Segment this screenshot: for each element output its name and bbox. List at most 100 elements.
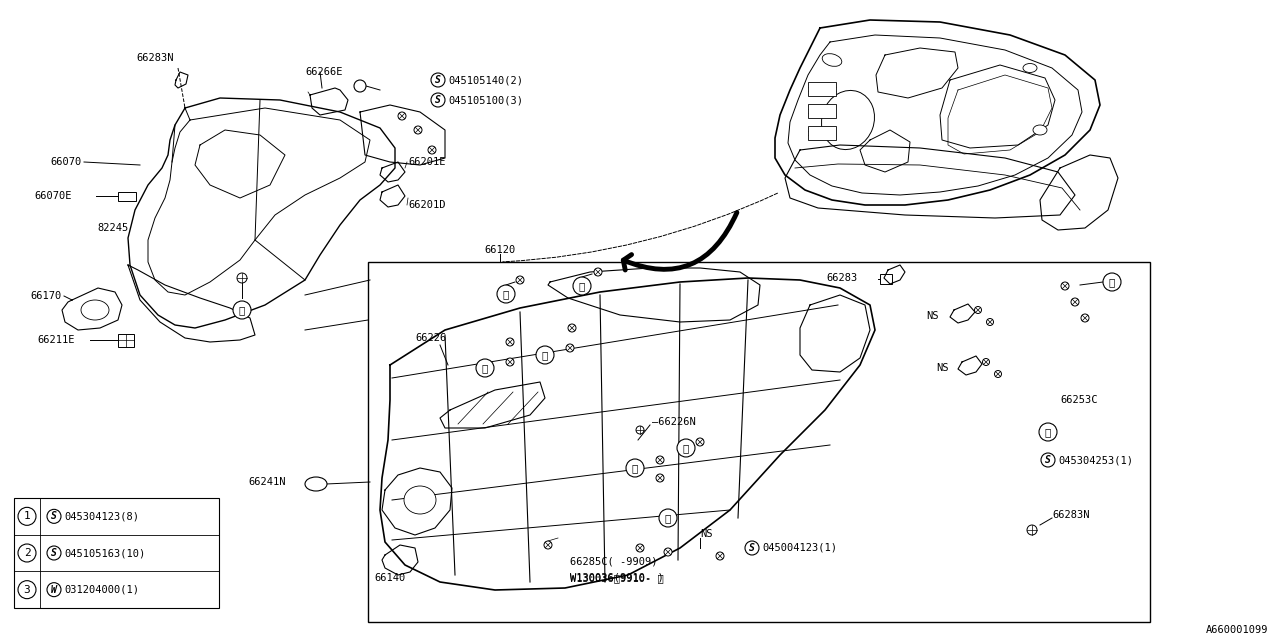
Text: NS: NS xyxy=(925,311,938,321)
Circle shape xyxy=(1071,298,1079,306)
Ellipse shape xyxy=(81,300,109,320)
Ellipse shape xyxy=(305,477,326,491)
Text: NS: NS xyxy=(700,529,713,539)
Circle shape xyxy=(1027,525,1037,535)
Text: ③: ③ xyxy=(1044,427,1051,437)
Circle shape xyxy=(476,359,494,377)
Circle shape xyxy=(636,544,644,552)
Circle shape xyxy=(497,285,515,303)
Text: 66140: 66140 xyxy=(374,573,406,583)
Text: 045004123(1): 045004123(1) xyxy=(762,543,837,553)
Text: —66226N: —66226N xyxy=(652,417,696,427)
Text: ①: ① xyxy=(664,513,671,523)
Circle shape xyxy=(664,548,672,556)
Ellipse shape xyxy=(1023,63,1037,72)
Text: ②: ② xyxy=(1108,277,1115,287)
Circle shape xyxy=(626,459,644,477)
Circle shape xyxy=(506,358,515,366)
Circle shape xyxy=(636,426,644,434)
Text: S: S xyxy=(435,75,440,85)
Text: 66170: 66170 xyxy=(31,291,61,301)
Text: 66201D: 66201D xyxy=(408,200,445,210)
Circle shape xyxy=(1082,314,1089,322)
Text: 66253C: 66253C xyxy=(1060,395,1097,405)
Bar xyxy=(808,82,836,96)
Circle shape xyxy=(1041,453,1055,467)
Ellipse shape xyxy=(1033,125,1047,135)
Text: ②: ② xyxy=(579,281,585,291)
Text: 045105100(3): 045105100(3) xyxy=(448,95,524,105)
Circle shape xyxy=(355,80,366,92)
Text: S: S xyxy=(749,543,755,553)
Text: 045105140(2): 045105140(2) xyxy=(448,75,524,85)
Circle shape xyxy=(431,93,445,107)
Text: 66283: 66283 xyxy=(826,273,858,283)
Bar xyxy=(369,262,1149,622)
Circle shape xyxy=(536,346,554,364)
Circle shape xyxy=(696,438,704,446)
Circle shape xyxy=(716,552,724,560)
Circle shape xyxy=(544,541,552,549)
Circle shape xyxy=(413,126,422,134)
Text: W130036（9910- ）: W130036（9910- ） xyxy=(570,573,664,583)
Text: 045304253(1): 045304253(1) xyxy=(1059,455,1133,465)
Text: 66283N: 66283N xyxy=(1052,510,1089,520)
Bar xyxy=(808,104,836,118)
Circle shape xyxy=(47,582,61,596)
Text: NS: NS xyxy=(936,363,948,373)
Text: ①: ① xyxy=(632,463,639,473)
Circle shape xyxy=(745,541,759,555)
Circle shape xyxy=(431,73,445,87)
Text: 045304123(8): 045304123(8) xyxy=(64,511,140,522)
Circle shape xyxy=(995,371,1001,378)
Text: 66266E: 66266E xyxy=(305,67,343,77)
Text: A660001099: A660001099 xyxy=(1206,625,1268,635)
Circle shape xyxy=(1103,273,1121,291)
Circle shape xyxy=(657,474,664,482)
Circle shape xyxy=(516,276,524,284)
Text: 1: 1 xyxy=(23,511,31,522)
Circle shape xyxy=(18,580,36,598)
Text: ①: ① xyxy=(481,363,488,373)
Bar xyxy=(808,126,836,140)
Text: 66070: 66070 xyxy=(51,157,82,167)
Circle shape xyxy=(18,544,36,562)
Text: 66283N: 66283N xyxy=(136,53,174,63)
Text: 66226: 66226 xyxy=(415,333,447,343)
Ellipse shape xyxy=(822,54,842,67)
Bar xyxy=(14,498,219,608)
Text: ②: ② xyxy=(682,443,689,453)
Text: ②: ② xyxy=(503,289,509,299)
Circle shape xyxy=(18,508,36,525)
Text: 3: 3 xyxy=(23,585,31,595)
Text: 031204000(1): 031204000(1) xyxy=(64,585,140,595)
Ellipse shape xyxy=(404,486,436,514)
Circle shape xyxy=(237,273,247,283)
Bar xyxy=(118,334,134,347)
Text: 66241N: 66241N xyxy=(248,477,285,487)
Text: 045105163(10): 045105163(10) xyxy=(64,548,145,558)
Circle shape xyxy=(657,456,664,464)
Circle shape xyxy=(566,344,573,352)
Circle shape xyxy=(677,439,695,457)
Text: 66285C( -9909): 66285C( -9909) xyxy=(570,557,658,567)
Text: W: W xyxy=(51,585,56,595)
Bar xyxy=(118,192,136,201)
Text: S: S xyxy=(435,95,440,105)
Circle shape xyxy=(594,268,602,276)
Text: 82245: 82245 xyxy=(97,223,128,233)
Circle shape xyxy=(1039,423,1057,441)
Text: 66211E: 66211E xyxy=(37,335,76,345)
Circle shape xyxy=(398,112,406,120)
FancyArrowPatch shape xyxy=(623,212,737,270)
Circle shape xyxy=(47,546,61,560)
Text: S: S xyxy=(51,548,56,558)
Text: ②: ② xyxy=(239,305,246,315)
Circle shape xyxy=(47,509,61,524)
Circle shape xyxy=(987,319,993,326)
Circle shape xyxy=(1061,282,1069,290)
Circle shape xyxy=(659,509,677,527)
Circle shape xyxy=(568,324,576,332)
Text: S: S xyxy=(1044,455,1051,465)
Circle shape xyxy=(506,338,515,346)
